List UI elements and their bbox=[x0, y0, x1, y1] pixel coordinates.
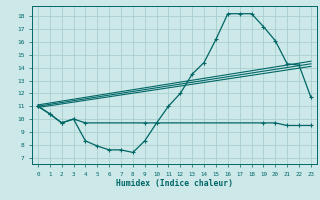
X-axis label: Humidex (Indice chaleur): Humidex (Indice chaleur) bbox=[116, 179, 233, 188]
